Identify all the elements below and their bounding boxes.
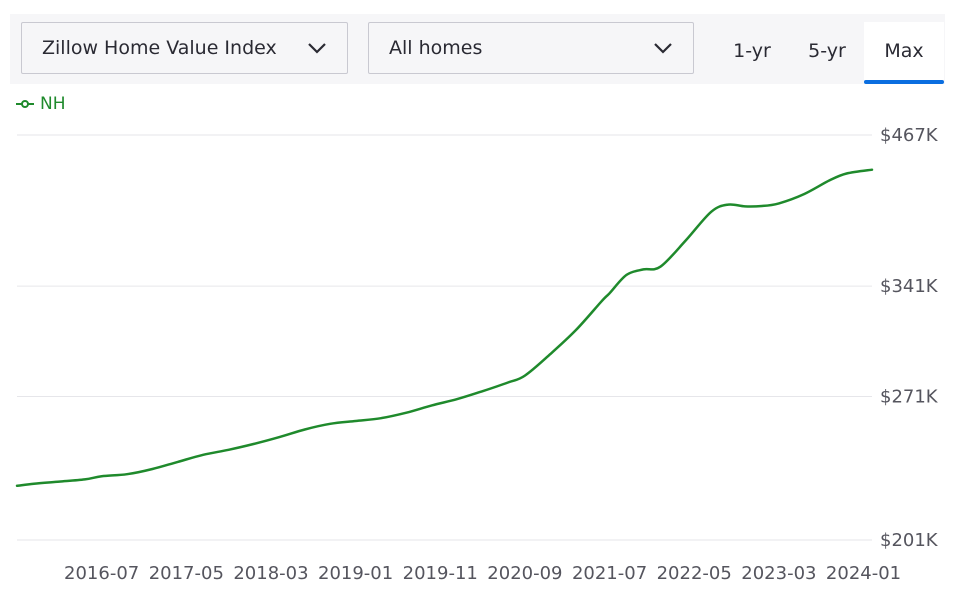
range-5yr-button[interactable]: 5-yr [808,40,846,62]
legend-series-label: NH [40,94,66,114]
x-tick-label: 2020-09 [487,563,562,584]
x-tick-label: 2021-07 [572,563,647,584]
chevron-down-icon [308,43,326,54]
x-tick-label: 2016-07 [64,563,139,584]
legend-line-marker-icon [16,100,34,108]
metric-dropdown[interactable]: Zillow Home Value Index [21,22,348,74]
x-tick-label: 2017-05 [149,563,224,584]
x-tick-label: 2024-01 [826,563,901,584]
series-line-nh [15,168,874,488]
metric-dropdown-label: Zillow Home Value Index [42,37,277,59]
x-tick-label: 2018-03 [233,563,308,584]
chevron-down-icon [654,43,672,54]
y-tick-label: $271K [880,386,939,407]
x-tick-label: 2022-05 [657,563,732,584]
home-type-dropdown-label: All homes [389,37,483,59]
x-tick-label: 2019-01 [318,563,393,584]
y-tick-label: $201K [880,530,939,551]
x-tick-label: 2019-11 [403,563,478,584]
chart-legend[interactable]: NH [16,94,66,114]
chart-toolbar: Zillow Home Value Index All homes 1-yr 5… [10,14,945,84]
range-max-button[interactable]: Max [864,22,944,84]
y-tick-label: $467K [880,125,939,146]
x-tick-label: 2023-03 [741,563,816,584]
range-1yr-button[interactable]: 1-yr [733,40,771,62]
home-type-dropdown[interactable]: All homes [368,22,694,74]
y-tick-label: $341K [880,276,939,297]
